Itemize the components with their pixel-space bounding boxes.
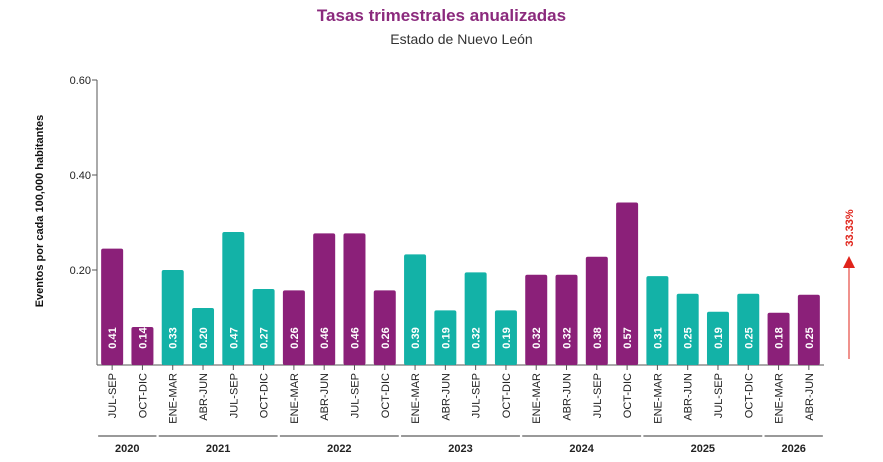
bar [192, 308, 215, 365]
bar [434, 310, 457, 365]
x-tick-label: OCT-DIC [259, 373, 271, 418]
bar [676, 293, 699, 365]
y-axis-label: Eventos por cada 100,000 habitantes [34, 115, 46, 308]
x-tick-label: OCT-DIC [622, 373, 634, 418]
trend-percent-label: 33.33% [844, 209, 856, 247]
bar [767, 312, 790, 365]
bar [525, 274, 548, 365]
bar-value-label: 0.32 [531, 327, 543, 348]
chart-subtitle: Estado de Nuevo León [390, 31, 533, 47]
bar [131, 327, 154, 365]
bar-value-label: 0.39 [410, 327, 422, 348]
bar [585, 256, 608, 365]
trend-arrow-head [843, 256, 855, 268]
x-tick-label: JUL-SEP [228, 373, 240, 418]
x-tick-label: ABR-JUN [440, 373, 452, 421]
bar [373, 290, 396, 365]
bar-value-label: 0.41 [107, 327, 119, 348]
bar-value-label: 0.32 [562, 327, 574, 348]
x-tick-label: ENE-MAR [289, 373, 301, 424]
bar-value-label: 0.19 [501, 327, 513, 348]
bar [464, 272, 487, 365]
chart-title: Tasas trimestrales anualizadas [316, 6, 567, 25]
bar-value-label: 0.32 [471, 327, 483, 348]
x-tick-label: ABR-JUN [804, 373, 816, 421]
bar-value-label: 0.26 [380, 327, 392, 348]
x-tick-label: ENE-MAR [774, 373, 786, 424]
bar-value-label: 0.27 [259, 327, 271, 348]
x-tick-label: OCT-DIC [380, 373, 392, 418]
x-tick-label: ENE-MAR [652, 373, 664, 424]
bar-value-label: 0.18 [774, 327, 786, 348]
bar-value-label: 0.57 [622, 327, 634, 348]
bar [646, 276, 669, 365]
bar-value-label: 0.14 [137, 326, 149, 348]
x-tick-label: ABR-JUN [683, 373, 695, 421]
x-tick-label: ENE-MAR [168, 373, 180, 424]
trend-annotation: 33.33% [843, 209, 856, 359]
y-tick-label: 0.20 [70, 265, 91, 277]
bar [252, 289, 275, 365]
bar-value-label: 0.25 [683, 327, 695, 348]
x-tick-label: ABR-JUN [319, 373, 331, 421]
bar-value-label: 0.19 [713, 327, 725, 348]
bar-value-label: 0.26 [289, 327, 301, 348]
bar-value-label: 0.46 [349, 327, 361, 348]
bar-value-label: 0.20 [198, 327, 210, 348]
x-tick-label: ENE-MAR [410, 373, 422, 424]
bar-value-label: 0.46 [319, 327, 331, 348]
x-tick-label: OCT-DIC [743, 373, 755, 418]
x-tick-label: JUL-SEP [592, 373, 604, 418]
bar-value-label: 0.25 [743, 327, 755, 348]
x-tick-label: ABR-JUN [198, 373, 210, 421]
year-label: 2022 [327, 443, 351, 455]
bar [313, 233, 336, 365]
year-label: 2025 [691, 443, 715, 455]
bar [101, 248, 124, 365]
y-tick-label: 0.60 [70, 75, 91, 87]
bar [494, 310, 517, 365]
y-tick-label: 0.40 [70, 170, 91, 182]
x-tick-labels: JUL-SEP OCT-DIC ENE-MAR ABR-JUN JUL-SEP OCT-D… [107, 365, 816, 424]
year-label: 2024 [569, 443, 594, 455]
bar [706, 311, 729, 365]
year-label: 2021 [206, 443, 230, 455]
bar-value-label: 0.25 [804, 327, 816, 348]
bar [222, 232, 245, 365]
x-tick-label: JUL-SEP [713, 373, 725, 418]
x-tick-label: OCT-DIC [137, 373, 149, 418]
bar [161, 270, 184, 365]
bar [797, 294, 820, 365]
year-label: 2020 [115, 443, 139, 455]
bar [737, 293, 760, 365]
bar [343, 233, 366, 365]
chart-axes: 0.20 0.40 0.60 [70, 75, 824, 366]
x-tick-label: ENE-MAR [531, 373, 543, 424]
bar-value-label: 0.38 [592, 327, 604, 348]
x-tick-label: ABR-JUN [562, 373, 574, 421]
bar-value-label: 0.31 [652, 327, 664, 348]
bar [555, 274, 578, 365]
bar-value-label: 0.47 [228, 327, 240, 348]
x-tick-label: JUL-SEP [349, 373, 361, 418]
bar [404, 254, 427, 365]
x-tick-label: JUL-SEP [107, 373, 119, 418]
bar-value-label: 0.19 [440, 327, 452, 348]
x-tick-label: OCT-DIC [501, 373, 513, 418]
year-group-labels: 2020 2021 2022 2023 2024 2025 2026 [98, 435, 823, 455]
x-tick-label: JUL-SEP [471, 373, 483, 418]
year-label: 2026 [781, 443, 805, 455]
bar-value-label: 0.33 [168, 327, 180, 348]
chart-bars: 0.41 0.14 0.33 0.20 0.47 0.27 0.26 0.46 0.46 0.26… [101, 202, 820, 365]
bar [616, 202, 639, 365]
bar [282, 290, 305, 365]
year-label: 2023 [448, 443, 472, 455]
